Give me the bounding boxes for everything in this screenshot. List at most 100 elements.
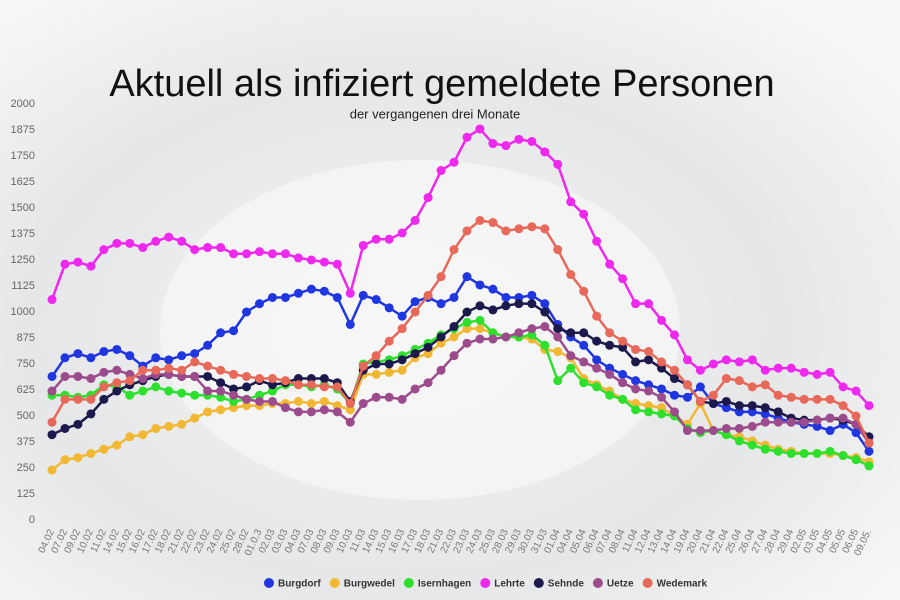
data-point bbox=[190, 245, 200, 255]
series-line bbox=[51, 325, 871, 444]
data-point bbox=[838, 451, 848, 461]
data-point bbox=[644, 401, 654, 411]
data-point bbox=[242, 249, 252, 259]
series bbox=[47, 215, 874, 448]
data-point bbox=[254, 374, 264, 384]
y-tick-label: 1375 bbox=[11, 228, 35, 240]
data-point bbox=[229, 403, 239, 413]
data-point bbox=[579, 328, 589, 338]
data-point bbox=[773, 390, 783, 400]
data-point bbox=[164, 369, 174, 379]
legend-item: Wedemark bbox=[642, 578, 707, 590]
data-point bbox=[267, 292, 277, 302]
data-point bbox=[410, 297, 420, 307]
data-point bbox=[99, 394, 109, 404]
data-point bbox=[358, 240, 368, 250]
y-tick-label: 250 bbox=[17, 462, 35, 474]
data-point bbox=[773, 417, 783, 427]
data-point bbox=[60, 455, 70, 465]
data-point bbox=[332, 401, 342, 411]
data-point bbox=[254, 390, 264, 400]
data-point bbox=[254, 396, 264, 406]
data-point bbox=[47, 386, 57, 396]
data-point bbox=[488, 328, 498, 338]
data-point bbox=[579, 378, 589, 388]
data-point bbox=[734, 376, 744, 386]
data-point bbox=[682, 355, 692, 365]
data-point bbox=[306, 255, 316, 265]
data-point bbox=[436, 332, 446, 342]
data-point bbox=[164, 386, 174, 396]
data-point bbox=[86, 448, 96, 458]
data-point bbox=[864, 438, 874, 448]
data-point bbox=[293, 374, 303, 384]
data-point bbox=[488, 334, 498, 344]
data-point bbox=[605, 340, 615, 350]
data-point bbox=[60, 394, 70, 404]
data-point bbox=[99, 444, 109, 454]
y-tick-label: 875 bbox=[17, 332, 35, 344]
data-point bbox=[125, 432, 135, 442]
legend: Burgdorf Burgwedel Isernhagen Lehrte Sehnde U… bbox=[263, 578, 707, 590]
data-point bbox=[747, 382, 757, 392]
data-point bbox=[734, 423, 744, 433]
data-point bbox=[812, 369, 822, 379]
data-point bbox=[410, 349, 420, 359]
data-point bbox=[47, 465, 57, 475]
data-point bbox=[242, 382, 252, 392]
data-point bbox=[164, 421, 174, 431]
data-point bbox=[475, 315, 485, 325]
data-point bbox=[319, 257, 329, 267]
data-point bbox=[397, 228, 407, 238]
data-point bbox=[138, 374, 148, 384]
data-point bbox=[657, 403, 667, 413]
data-point bbox=[319, 405, 329, 415]
legend-item: Burgdorf bbox=[263, 578, 321, 590]
data-point bbox=[747, 355, 757, 365]
data-point bbox=[190, 390, 200, 400]
legend-item: Sehnde bbox=[533, 578, 584, 590]
data-point bbox=[449, 245, 459, 255]
data-point bbox=[138, 243, 148, 253]
data-point bbox=[851, 428, 861, 438]
data-point bbox=[669, 365, 679, 375]
data-point bbox=[151, 423, 161, 433]
data-point bbox=[579, 209, 589, 219]
data-point bbox=[838, 413, 848, 423]
y-tick-label: 1125 bbox=[11, 280, 35, 292]
data-point bbox=[47, 295, 57, 305]
legend-label: Isernhagen bbox=[418, 579, 471, 590]
legend-marker bbox=[263, 578, 274, 588]
data-point bbox=[60, 259, 70, 269]
legend-marker bbox=[533, 578, 544, 588]
legend-item: Uetze bbox=[592, 578, 634, 590]
data-point bbox=[267, 380, 277, 390]
data-point bbox=[475, 215, 485, 225]
data-point bbox=[423, 193, 433, 203]
data-point bbox=[631, 357, 641, 367]
data-point bbox=[527, 222, 537, 232]
data-point bbox=[112, 386, 122, 396]
data-point bbox=[384, 303, 394, 313]
legend-label: Burgdorf bbox=[278, 579, 321, 590]
data-point bbox=[618, 378, 628, 388]
data-point bbox=[190, 413, 200, 423]
data-point bbox=[203, 386, 213, 396]
data-point bbox=[734, 407, 744, 417]
y-tick-label: 1750 bbox=[11, 150, 35, 162]
data-point bbox=[436, 365, 446, 375]
data-point bbox=[618, 369, 628, 379]
data-point bbox=[229, 249, 239, 259]
y-tick-label: 1250 bbox=[11, 254, 35, 266]
data-point bbox=[760, 403, 770, 413]
data-point bbox=[293, 380, 303, 390]
data-point bbox=[203, 371, 213, 381]
data-point bbox=[138, 430, 148, 440]
data-point bbox=[47, 371, 57, 381]
data-point bbox=[514, 299, 524, 309]
data-point bbox=[605, 363, 615, 373]
data-point bbox=[164, 355, 174, 365]
series-line bbox=[50, 127, 870, 407]
data-point bbox=[618, 336, 628, 346]
data-point bbox=[125, 390, 135, 400]
